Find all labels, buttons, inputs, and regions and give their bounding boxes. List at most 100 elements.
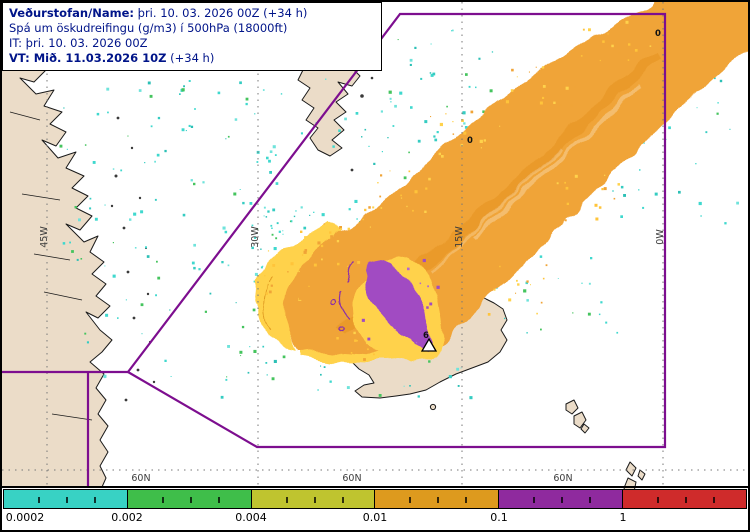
ash-speck <box>410 106 413 109</box>
ash-speck <box>221 261 224 264</box>
ash-speck <box>392 125 395 127</box>
ash-speck <box>155 294 157 297</box>
ash-speck <box>301 254 304 256</box>
ash-speck <box>587 312 591 316</box>
ash-speck <box>220 395 224 399</box>
ash-speck <box>330 235 333 238</box>
ash-speck <box>298 297 302 300</box>
ash-speck <box>269 150 273 153</box>
ash-speck <box>367 337 371 341</box>
ash-speck <box>293 259 296 262</box>
ash-speck <box>465 73 468 76</box>
ash-speck <box>266 281 268 283</box>
ash-speck <box>368 206 371 209</box>
ash-speck <box>504 317 506 320</box>
ash-speck <box>309 214 311 216</box>
parallel-label: 60N <box>553 473 572 484</box>
ash-speck <box>643 142 645 144</box>
ash-speck <box>452 133 455 135</box>
ash-speck <box>320 244 324 248</box>
ash-speck <box>417 395 420 398</box>
ash-speck <box>265 292 268 295</box>
legend-hatch-marks <box>259 497 367 503</box>
ash-speck <box>276 222 279 225</box>
ash-speck <box>268 290 272 294</box>
ash-speck <box>540 67 544 71</box>
ash-speck <box>66 148 68 150</box>
ash-speck <box>127 135 129 137</box>
legend-threshold-label: 0.004 <box>235 511 267 524</box>
ash-speck <box>340 228 343 230</box>
ash-speck <box>247 371 250 374</box>
info-line-init-time: IT: þri. 10. 03. 2026 00Z <box>9 36 148 50</box>
ash-speck <box>483 139 486 142</box>
ash-speck <box>129 218 132 221</box>
ash-speck <box>678 190 681 194</box>
ash-speck <box>698 201 702 206</box>
ash-speck <box>469 396 473 400</box>
ash-speck <box>397 39 399 41</box>
ash-speck <box>603 187 607 191</box>
ash-speck <box>362 218 364 221</box>
ash-speck <box>329 231 332 234</box>
ash-speck <box>588 28 591 32</box>
ash-speck <box>336 337 339 340</box>
ash-speck <box>74 206 77 209</box>
ash-speck <box>542 96 545 99</box>
ash-speck <box>387 204 390 207</box>
ash-speck <box>368 145 370 147</box>
ash-speck <box>295 210 297 212</box>
ash-speck <box>235 302 237 304</box>
ash-speck <box>337 262 340 266</box>
ash-speck <box>86 341 89 344</box>
ash-speck <box>149 94 153 98</box>
ash-speck <box>169 309 171 311</box>
ash-speck <box>361 318 365 322</box>
ash-speck <box>260 266 263 269</box>
ash-speck <box>580 55 583 57</box>
ash-speck <box>409 385 411 387</box>
ash-speck <box>260 248 262 250</box>
faroe-islands <box>565 399 590 434</box>
ash-speck <box>269 171 272 174</box>
ash-speck <box>616 331 619 334</box>
ash-speck <box>535 66 537 68</box>
ash-speck <box>356 218 358 220</box>
ash-speck <box>253 280 256 283</box>
ash-speck <box>59 144 63 148</box>
ash-speck <box>222 226 226 230</box>
ash-speck <box>433 135 436 138</box>
ash-speck <box>62 242 66 245</box>
ash-speck <box>353 331 356 335</box>
ash-speck <box>482 110 485 113</box>
ash-speck <box>539 101 543 105</box>
fir-boundary-polygon <box>126 12 667 449</box>
ash-speck <box>145 246 147 249</box>
ash-speck <box>321 258 323 261</box>
legend-hatch-marks <box>12 497 119 503</box>
ash-speck <box>346 386 350 389</box>
valid-time-bold: VT: Mið. 11.03.2026 10Z <box>9 51 167 65</box>
ash-speck <box>320 365 322 367</box>
ash-speck <box>388 90 392 94</box>
legend-segment-0.004 <box>250 489 376 509</box>
ash-speck <box>407 267 410 271</box>
ash-speck <box>63 107 65 109</box>
legend-hatch-marks <box>507 497 615 503</box>
ash-speck <box>266 156 269 160</box>
ash-speck <box>347 265 349 267</box>
legend-segment-1 <box>622 489 747 509</box>
ash-speck <box>412 209 414 212</box>
ash-speck <box>428 177 431 181</box>
ash-speck <box>564 219 567 222</box>
ash-speck <box>526 332 528 334</box>
ash-speck <box>540 328 542 331</box>
contour-labels: 0 0 6 <box>423 29 661 341</box>
ash-speck <box>198 268 201 271</box>
ash-speck <box>303 250 307 254</box>
ash-speck <box>364 128 367 131</box>
ash-speck <box>536 312 538 315</box>
ash-speck <box>429 302 433 306</box>
ash-high-edge-specks <box>361 258 440 344</box>
